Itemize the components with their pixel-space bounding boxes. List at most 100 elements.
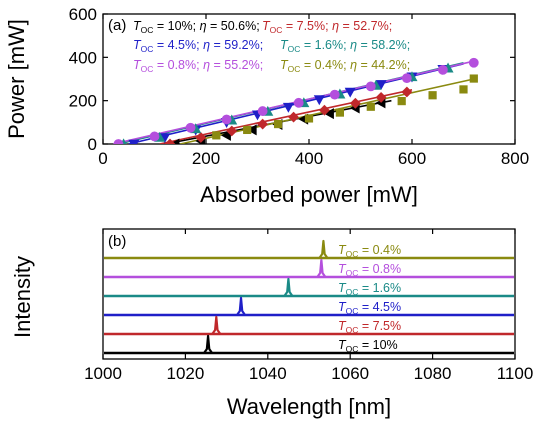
spectrum-label-7-5: TOC = 7.5% bbox=[338, 319, 401, 335]
legend-separator: ; bbox=[343, 38, 350, 52]
spectrum-label-4-5: TOC = 4.5% bbox=[338, 300, 401, 316]
legend-separator: ; bbox=[256, 19, 259, 33]
axis-ticks-a: 0 200 400 600 800 0 200 400 600 bbox=[69, 5, 530, 168]
x-tick-label-b: 1020 bbox=[166, 364, 204, 383]
legend-subscript: OC bbox=[141, 25, 154, 35]
data-point-4-5 bbox=[128, 139, 140, 144]
data-point-0-4 bbox=[428, 91, 437, 100]
legend-oc-value: = 1.6% bbox=[300, 38, 343, 52]
legend-separator: ; bbox=[343, 58, 350, 72]
y-tick-label-a: 0 bbox=[88, 135, 97, 154]
data-point-7-5 bbox=[319, 104, 330, 116]
data-point-7-5 bbox=[349, 97, 361, 109]
spectrum-oc-value: = 4.5% bbox=[358, 300, 401, 314]
x-tick-label-a: 0 bbox=[98, 149, 107, 168]
data-point-0-8 bbox=[365, 81, 376, 92]
spectrum-subscript: OC bbox=[346, 287, 359, 297]
data-point-0-8 bbox=[113, 139, 124, 144]
spectrum-oc-value: = 0.4% bbox=[358, 243, 401, 257]
legend-subscript: OC bbox=[141, 64, 154, 74]
legend-entry-0-4: TOC = 0.4%; η = 44.2%; bbox=[280, 58, 410, 74]
spectrum-oc-value: = 0.8% bbox=[358, 262, 401, 276]
legend-eta-symbol: η bbox=[350, 58, 357, 72]
spectrum-subscript: OC bbox=[346, 325, 359, 335]
y-tick-label-a: 600 bbox=[69, 5, 97, 24]
x-tick-label-b: 1060 bbox=[331, 364, 369, 383]
legend-eta-value: = 58.2% bbox=[357, 38, 407, 52]
data-point-0-4 bbox=[397, 97, 406, 106]
spectrum-label-0-8: TOC = 0.8% bbox=[338, 262, 401, 278]
legend-symbol-t: T bbox=[262, 19, 271, 33]
spectrum-label-1-6: TOC = 1.6% bbox=[338, 281, 401, 297]
x-tick-label-a: 200 bbox=[192, 149, 220, 168]
legend-symbol-t: T bbox=[133, 19, 142, 33]
legend-subscript: OC bbox=[141, 44, 154, 54]
spectrum-peak-0-4 bbox=[318, 239, 329, 259]
x-tick-label-b: 1000 bbox=[84, 364, 122, 383]
plot-area-a bbox=[113, 57, 479, 144]
y-tick-label-a: 200 bbox=[69, 92, 97, 111]
legend-eta-value: = 55.2% bbox=[210, 58, 260, 72]
spectrum-symbol-t: T bbox=[338, 262, 347, 276]
legend-entry-7-5: TOC = 7.5%; η = 52.7%; bbox=[262, 19, 392, 35]
legend-symbol-t: T bbox=[280, 38, 289, 52]
legend-eta-symbol: η bbox=[332, 19, 339, 33]
legend-entry-1-6: TOC = 1.6%; η = 58.2%; bbox=[280, 38, 410, 54]
legend-oc-value: = 7.5% bbox=[282, 19, 325, 33]
spectrum-oc-value: = 7.5% bbox=[358, 319, 401, 333]
legend-separator: ; bbox=[260, 38, 263, 52]
data-point-0-4 bbox=[459, 85, 468, 94]
spectrum-symbol-t: T bbox=[338, 281, 347, 295]
data-point-7-5 bbox=[257, 118, 269, 130]
axis-ticks-b: 1000 1020 1040 1060 1080 1100 bbox=[84, 229, 533, 383]
y-axis-label-a: Power [mW] bbox=[4, 19, 29, 139]
x-axis-label-b: Wavelength [nm] bbox=[227, 394, 391, 419]
spectrum-peak-0-8 bbox=[316, 258, 327, 278]
spectrum-labels-b: TOC = 0.4%TOC = 0.8%TOC = 1.6%TOC = 4.5%… bbox=[338, 243, 401, 354]
spectrum-oc-value: = 10% bbox=[358, 338, 397, 352]
legend-subscript: OC bbox=[288, 44, 301, 54]
legend-eta-value: = 52.7% bbox=[339, 19, 389, 33]
x-tick-label-b: 1100 bbox=[497, 364, 534, 383]
legend-entry-0-8: TOC = 0.8%; η = 55.2%; bbox=[133, 58, 263, 74]
data-point-0-8 bbox=[221, 114, 232, 125]
data-point-0-8 bbox=[401, 73, 412, 84]
data-point-4-5 bbox=[282, 102, 294, 113]
legend-separator: ; bbox=[196, 38, 203, 52]
data-point-7-5 bbox=[401, 86, 413, 98]
spectrum-subscript: OC bbox=[346, 306, 359, 316]
data-point-0-8 bbox=[329, 89, 340, 100]
legend-separator: ; bbox=[389, 19, 392, 33]
panel-b: 1000 1020 1040 1060 1080 1100 (b) TOC = 0.4%T… bbox=[10, 228, 533, 419]
legend-separator: ; bbox=[196, 58, 203, 72]
data-point-7-5 bbox=[288, 111, 299, 123]
data-point-0-8 bbox=[437, 65, 448, 75]
legend-entry-4-5: TOC = 4.5%; η = 59.2%; bbox=[133, 38, 263, 54]
plot-frame-b bbox=[102, 228, 516, 360]
data-point-10 bbox=[246, 124, 257, 136]
data-point-4-5 bbox=[313, 95, 325, 106]
data-point-0-4 bbox=[304, 114, 314, 123]
spectrum-peak-4-5 bbox=[236, 296, 246, 316]
y-axis-label-b: Intensity bbox=[10, 256, 35, 338]
legend-separator: ; bbox=[407, 58, 410, 72]
legend-oc-value: = 4.5% bbox=[153, 38, 196, 52]
spectrum-subscript: OC bbox=[346, 268, 359, 278]
legend-eta-value: = 44.2% bbox=[357, 58, 407, 72]
legend-separator: ; bbox=[407, 38, 410, 52]
data-point-0-8 bbox=[293, 97, 304, 108]
data-point-0-4 bbox=[212, 131, 221, 140]
legend-oc-value: = 10% bbox=[153, 19, 192, 33]
spectrum-peak-1-6 bbox=[283, 277, 294, 297]
spectrum-symbol-t: T bbox=[338, 319, 347, 333]
plot-frame-a bbox=[102, 13, 516, 145]
x-axis-label-a: Absorbed power [mW] bbox=[200, 182, 418, 207]
legend-eta-symbol: η bbox=[203, 58, 210, 72]
data-point-0-4 bbox=[366, 102, 375, 111]
legend-entry-10: TOC = 10%; η = 50.6%; bbox=[133, 19, 260, 35]
spectrum-symbol-t: T bbox=[338, 243, 347, 257]
legend-eta-symbol: η bbox=[350, 38, 357, 52]
data-point-10 bbox=[323, 108, 334, 120]
data-point-7-5 bbox=[375, 91, 387, 103]
